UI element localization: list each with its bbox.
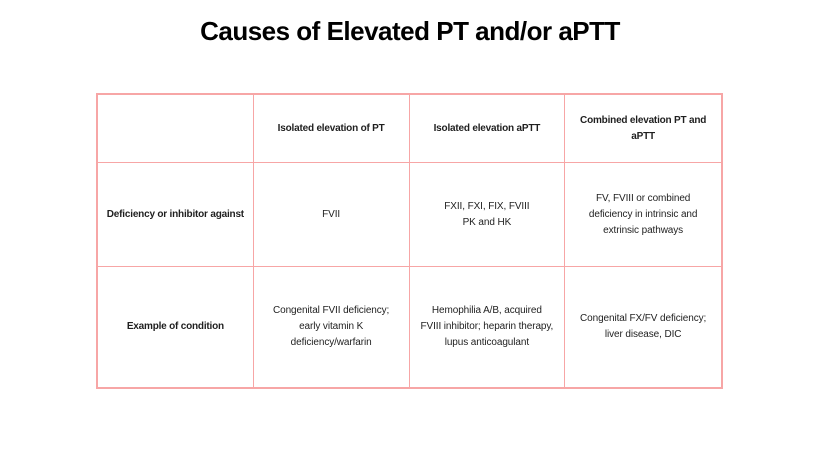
table-header-isolated-aptt: Isolated elevation aPTT xyxy=(409,95,566,163)
table-header-empty xyxy=(98,95,254,163)
cell-deficiency-isolated-pt: FVII xyxy=(253,163,410,267)
causes-table: Isolated elevation of PT Isolated elevat… xyxy=(96,93,723,389)
cell-deficiency-isolated-aptt: FXII, FXI, FIX, FVIII PK and HK xyxy=(409,163,566,267)
page-title: Causes of Elevated PT and/or aPTT xyxy=(200,16,620,46)
row-label-example: Example of condition xyxy=(98,267,254,387)
cell-deficiency-combined: FV, FVIII or combined deficiency in intr… xyxy=(565,163,721,267)
row-label-deficiency: Deficiency or inhibitor against xyxy=(98,163,254,267)
table-header-isolated-pt: Isolated elevation of PT xyxy=(253,95,410,163)
cell-example-isolated-pt: Congenital FVII deficiency; early vitami… xyxy=(254,267,410,387)
cell-example-combined: Congenital FX/FV deficiency; liver disea… xyxy=(580,313,707,340)
cell-example-isolated-aptt: Hemophilia A/B, acquired FVIII inhibitor… xyxy=(410,267,566,387)
table-header-combined: Combined elevation PT and aPTT xyxy=(565,95,721,163)
